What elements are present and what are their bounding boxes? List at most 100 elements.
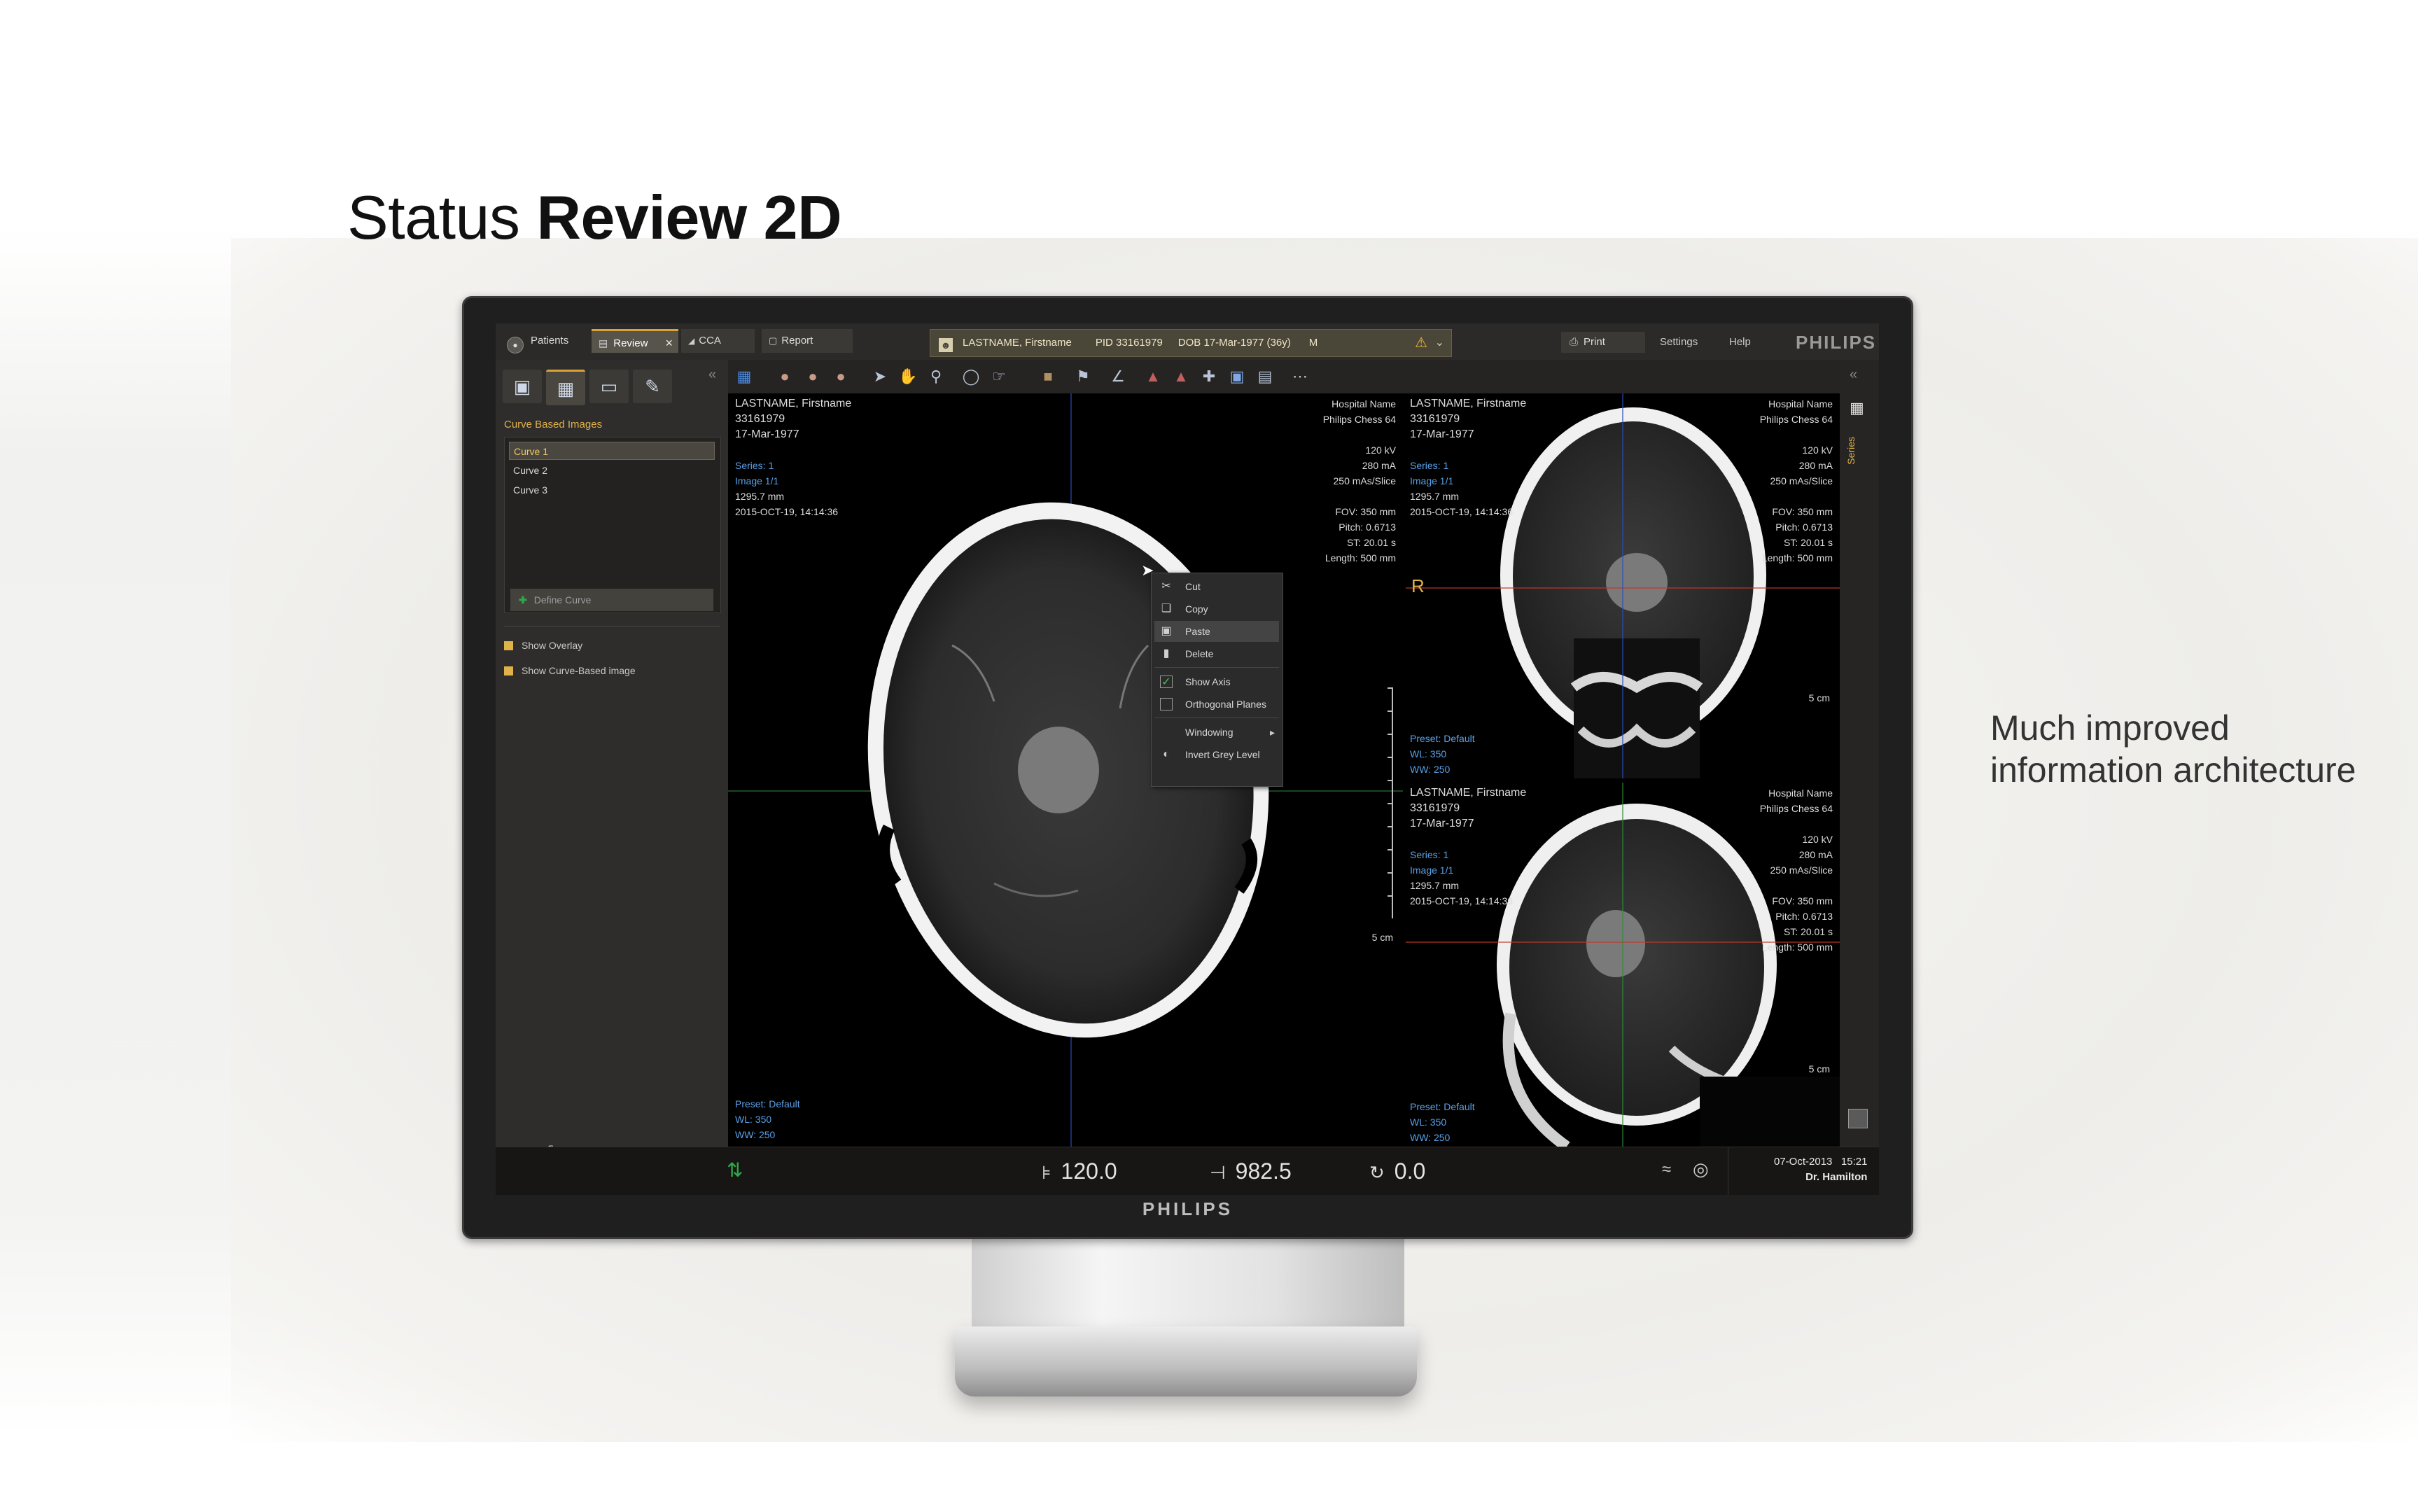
menu-item-paste[interactable]: ▣ Paste [1154, 621, 1279, 642]
hand-icon[interactable]: ☞ [992, 368, 1006, 385]
overlay-preset: Preset: Default WL: 350 WW: 250 [1410, 1101, 1475, 1143]
collapse-right-icon[interactable]: « [1850, 367, 1858, 382]
menu-separator [1154, 667, 1279, 668]
crosshair-icon[interactable]: ✚ [1202, 368, 1216, 385]
tab-cca-label: CCA [699, 335, 721, 346]
date-time: 07-Oct-2013 15:21 [1774, 1154, 1867, 1170]
list-item-curve-1[interactable]: Curve 1 [509, 442, 715, 460]
list-item-curve-3[interactable]: Curve 3 [513, 484, 548, 496]
zoom-icon[interactable]: ⚲ [930, 368, 942, 385]
pan-icon[interactable]: ✋ [898, 368, 918, 385]
height-value: 982.5 [1235, 1158, 1292, 1184]
scale-label: 5 cm [1808, 692, 1830, 704]
tab-patients[interactable]: ● Patients [500, 329, 584, 354]
curve-images-icon[interactable]: ▦ [546, 370, 585, 405]
list-item-curve-2[interactable]: Curve 2 [513, 465, 548, 476]
menu-item-orthogonal-planes-label: Orthogonal Planes [1185, 699, 1266, 710]
overlay-top-right: Hospital Name Philips Chess 64 120 kV 28… [1322, 398, 1396, 564]
overlay-position: 1295.7 mm 2015-OCT-19, 14:14:36 [1410, 880, 1514, 906]
paste-icon: ▣ [1161, 625, 1172, 637]
date-time-user: 07-Oct-2013 15:21 Dr. Hamilton [1774, 1154, 1867, 1185]
tab-report[interactable]: ▢ Report [762, 329, 853, 353]
menu-item-windowing[interactable]: Windowing ▸ [1154, 722, 1279, 743]
volume-icon[interactable]: ▣ [503, 370, 542, 403]
series-label[interactable]: Series [1845, 437, 1857, 465]
title-normal: Status [347, 183, 537, 252]
status-date: 07-Oct-2013 [1774, 1156, 1833, 1168]
tab-report-label: Report [781, 335, 813, 346]
show-overlay-checkbox[interactable]: Show Overlay [504, 637, 714, 654]
close-icon[interactable]: × [665, 336, 673, 350]
main-toolbar: ▦ ● ● ● ➤ ✋ ⚲ ◯ ☞ ■ ⚑ ∠ ▲ ▲ ✚ ▣ ▤ ⋯ [728, 360, 1879, 393]
anatomy-2-icon[interactable]: ▲ [1173, 368, 1189, 385]
trash-icon: ▮ [1163, 648, 1170, 659]
side-note: Much improved information architecture [1990, 708, 2356, 790]
color-icon[interactable]: ■ [1043, 368, 1053, 385]
scissors-icon: ✂ [1161, 580, 1171, 592]
sagittal-ct-image [1406, 783, 1840, 1147]
tab-review-label: Review [613, 337, 648, 349]
menu-item-show-axis[interactable]: ✓ Show Axis [1154, 671, 1279, 692]
print-icon: ⎙ [1570, 336, 1579, 348]
collapse-panel-icon[interactable]: « [708, 367, 717, 382]
overlay-preset: Preset: Default WL: 350 WW: 250 [1410, 733, 1475, 775]
menu-item-copy-label: Copy [1185, 603, 1208, 615]
tab-review[interactable]: ▤ Review × [592, 329, 678, 353]
menu-item-cut[interactable]: ✂ Cut [1154, 576, 1279, 597]
height-readout: ⊣ 982.5 [1210, 1157, 1292, 1186]
define-curve-button[interactable]: ✚ Define Curve [510, 589, 713, 611]
print-button[interactable]: ⎙ Print [1561, 332, 1645, 353]
chevron-down-icon[interactable]: ⌄ [1434, 337, 1444, 349]
table-position-icon: ⊧ [1042, 1162, 1051, 1183]
network-icon[interactable]: ≈ [1662, 1160, 1672, 1179]
menu-item-copy[interactable]: ❏ Copy [1154, 598, 1279, 620]
angle-icon[interactable]: ∠ [1111, 368, 1125, 385]
copy-view-icon[interactable]: ▣ [1229, 368, 1245, 385]
thumbnail-icon[interactable] [1848, 1109, 1868, 1128]
sagittal-viewport[interactable]: LASTNAME, Firstname 33161979 17-Mar-1977… [1406, 783, 1840, 1147]
menu-item-orthogonal-planes[interactable]: Orthogonal Planes [1154, 694, 1279, 715]
status-indicator-icon[interactable]: ⇅ [727, 1159, 743, 1181]
tab-cca[interactable]: ◢ CCA [681, 329, 755, 353]
menu-item-invert-grey-level[interactable]: ◐ Invert Grey Level [1154, 744, 1279, 765]
mouse-cursor-icon: ➤ [1141, 561, 1154, 579]
overlay-top-left: LASTNAME, Firstname 33161979 17-Mar-1977 [1410, 398, 1527, 440]
settings-button[interactable]: Settings [1660, 336, 1698, 348]
help-button[interactable]: Help [1729, 336, 1751, 348]
scale-bar [1388, 687, 1393, 918]
monitor-stand-base [955, 1326, 1417, 1396]
menu-item-windowing-label: Windowing [1185, 727, 1234, 738]
patient-banner[interactable]: ☻ LASTNAME, Firstname PID 33161979 DOB 17-M… [930, 329, 1452, 357]
position-readout: ⊧ 120.0 [1042, 1157, 1117, 1186]
layout-icon[interactable]: ▦ [736, 368, 752, 385]
checkbox-empty-icon [1160, 698, 1173, 710]
eraser-icon[interactable]: ✎ [633, 370, 672, 403]
report-icon: ▢ [769, 335, 778, 346]
more-icon[interactable]: ⋯ [1292, 368, 1308, 385]
top-bar: ● Patients ▤ Review × ◢ CCA ▢ Report ☻ LASTNA… [496, 323, 1879, 360]
flag-icon[interactable]: ⚑ [1076, 368, 1090, 385]
film-icon[interactable]: ▤ [1257, 368, 1273, 385]
head-side-icon[interactable]: ● [808, 368, 818, 385]
coronal-viewport[interactable]: LASTNAME, Firstname 33161979 17-Mar-1977… [1406, 393, 1840, 778]
monitor-stand-neck [972, 1232, 1404, 1337]
head-front-icon[interactable]: ● [780, 368, 790, 385]
cca-icon: ◢ [688, 336, 695, 346]
head-top-icon[interactable]: ● [836, 368, 846, 385]
anatomy-icon[interactable]: ▲ [1145, 368, 1161, 385]
checkbox-checked-icon [504, 641, 513, 650]
warning-icon[interactable]: ⚠ [1415, 335, 1427, 351]
main-viewport[interactable]: LASTNAME, Firstname 33161979 17-Mar-1977… [728, 393, 1403, 1147]
roi-icon[interactable]: ◯ [962, 368, 980, 385]
pointer-icon[interactable]: ➤ [873, 368, 887, 385]
grid-icon[interactable]: ▦ [1850, 399, 1864, 416]
cube-icon[interactable]: ▭ [589, 370, 629, 403]
disc-icon[interactable]: ◎ [1693, 1158, 1709, 1180]
print-label: Print [1584, 336, 1605, 348]
panel-title: Curve Based Images [504, 419, 603, 430]
show-curve-based-checkbox[interactable]: Show Curve-Based image [504, 662, 714, 679]
app-brand-logo: PHILIPS [1796, 332, 1877, 353]
tab-patients-label: Patients [531, 335, 569, 346]
menu-item-delete[interactable]: ▮ Delete [1154, 643, 1279, 664]
overlay-top-left: LASTNAME, Firstname 33161979 17-Mar-1977 [735, 398, 852, 440]
